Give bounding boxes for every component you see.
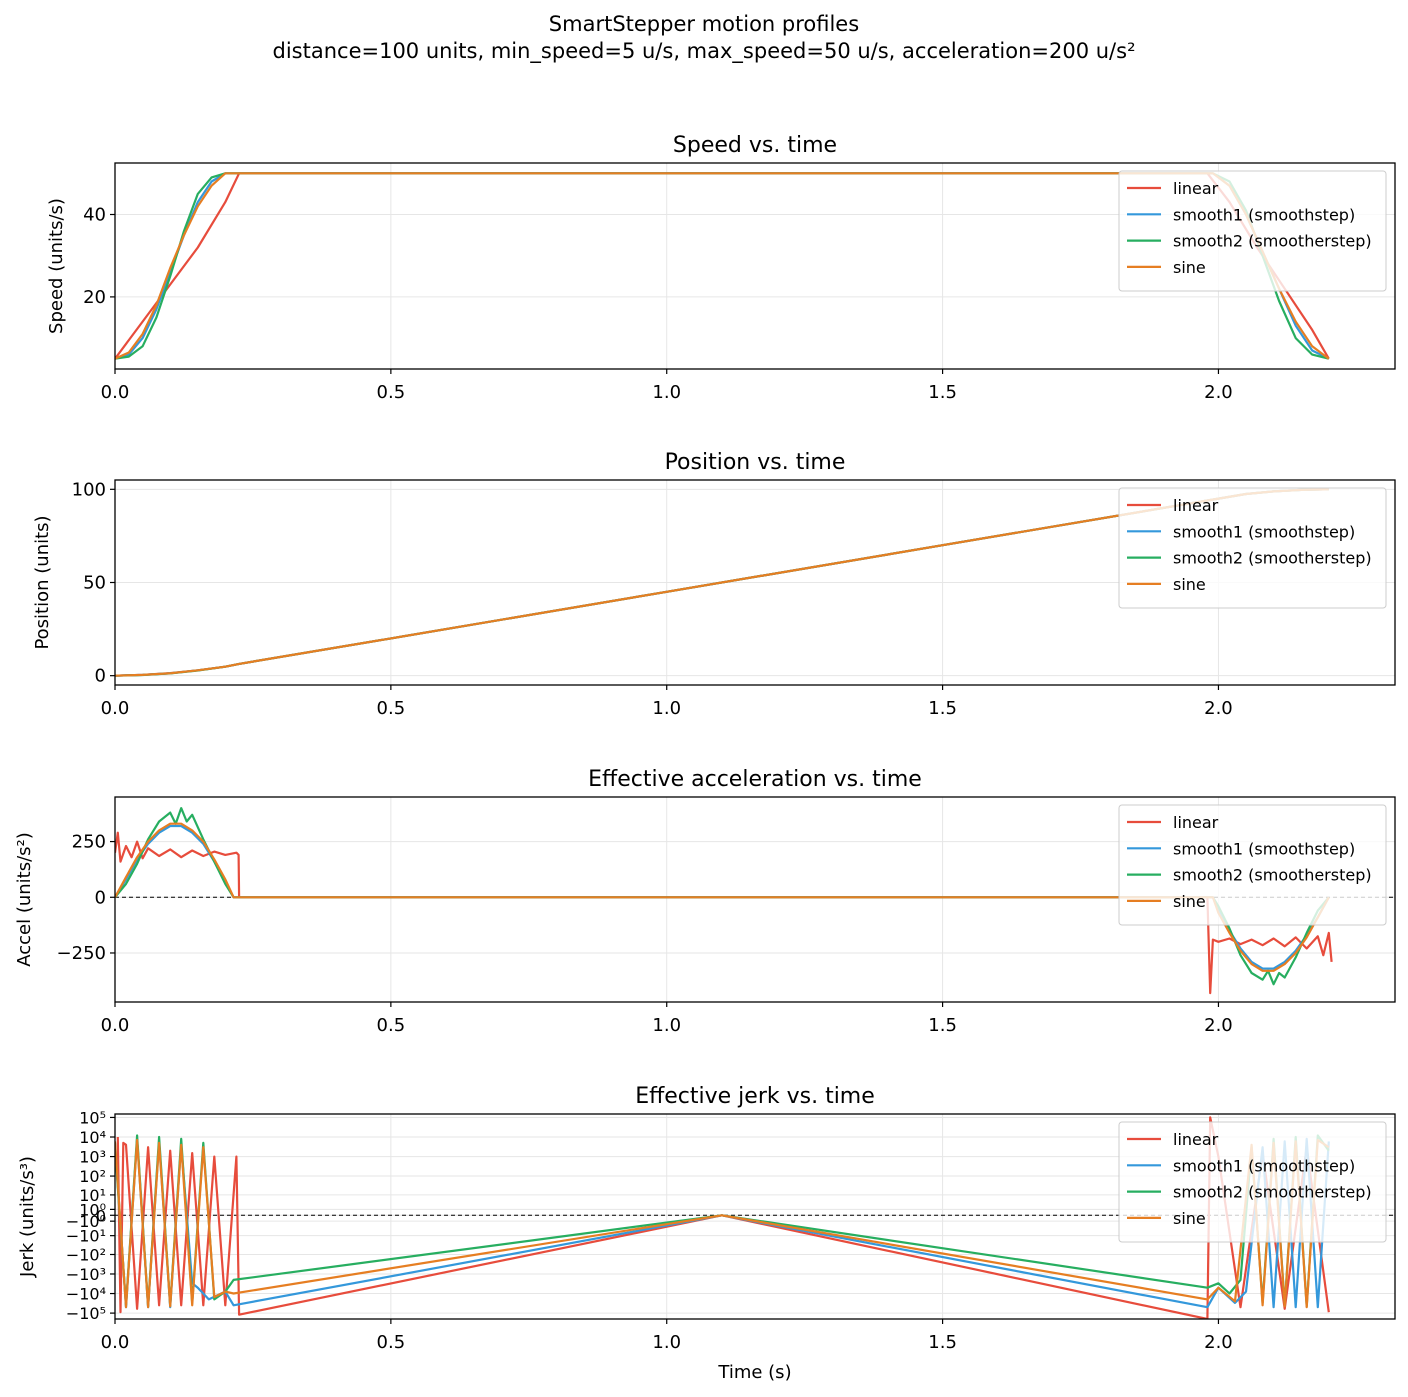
legend-label: sine [1173,892,1206,911]
y-tick-label: −10³ [66,1265,106,1284]
series-group [115,806,1333,995]
y-tick-label: −10⁴ [66,1285,106,1304]
legend: linear smooth1 (smoothstep) smooth2 (smoot… [1118,487,1387,609]
panel-title: Effective acceleration vs. time [588,767,922,792]
legend-label: smooth2 (smootherstep) [1173,549,1372,568]
legend-label: linear [1173,1130,1219,1149]
x-tick-label: 0.0 [101,698,130,719]
y-tick-label: −10² [66,1245,106,1264]
figure-title: SmartStepper motion profiles [548,12,860,36]
x-tick-label: 0.5 [377,1332,406,1353]
panel-title: Effective jerk vs. time [635,1084,875,1109]
legend-label: smooth2 (smootherstep) [1173,1183,1372,1202]
y-axis-label: Jerk (units/s³) [17,1156,38,1278]
legend-box [1118,804,1387,926]
x-tick-label: 2.0 [1204,1332,1233,1353]
x-tick-label: 0.5 [377,698,406,719]
y-tick-label: −10¹ [66,1227,106,1246]
y-tick-label: 0 [96,1206,106,1225]
legend-label: smooth1 (smoothstep) [1173,1156,1355,1175]
y-axis-label: Speed (units/s) [46,198,67,334]
y-tick-label: 50 [83,573,106,594]
legend-box [1118,1121,1387,1243]
legend-label: linear [1173,496,1219,515]
x-tick-label: 2.0 [1204,698,1233,719]
y-tick-label: 10¹ [79,1186,106,1205]
legend: linear smooth1 (smoothstep) smooth2 (smoot… [1118,804,1387,926]
x-tick-label: 1.0 [652,1332,681,1353]
y-tick-label: 0 [95,666,106,687]
y-axis-label: Accel (units/s²) [14,832,35,967]
legend-label: smooth1 (smoothstep) [1173,839,1355,858]
y-tick-label: −10⁵ [66,1304,106,1323]
legend-label: smooth1 (smoothstep) [1173,522,1355,541]
legend-label: linear [1173,179,1219,198]
x-tick-label: 1.5 [928,382,957,403]
series-line-linear [116,1116,1330,1319]
legend-label: sine [1173,575,1206,594]
x-tick-label: 1.5 [928,1332,957,1353]
axes-frame [114,1113,1396,1320]
x-tick-label: 0.0 [101,1332,130,1353]
x-tick-label: 2.0 [1204,382,1233,403]
x-tick-label: 1.5 [928,1015,957,1036]
y-tick-label: 250 [72,832,106,853]
legend-label: smooth2 (smootherstep) [1173,232,1372,251]
x-tick-label: 0.0 [101,382,130,403]
legend-box [1118,170,1387,292]
x-tick-label: 0.5 [377,382,406,403]
axes-frame [114,796,1396,1003]
legend-label: sine [1173,258,1206,277]
series-line-linear [115,831,1333,995]
legend-label: linear [1173,813,1219,832]
y-tick-label: 10² [79,1167,106,1186]
x-tick-label: 1.0 [652,1015,681,1036]
y-tick-label: 10³ [79,1148,106,1167]
legend-label: smooth2 (smootherstep) [1173,866,1372,885]
y-tick-label: 10⁴ [79,1128,106,1147]
y-axis-label: Position (units) [32,515,53,649]
legend: linear smooth1 (smoothstep) smooth2 (smoot… [1118,1121,1387,1243]
chart-panel-2: 0.0 0.5 1.0 1.5 2.0 0 50 100 Position vs. time Po… [32,450,1396,719]
x-tick-label: 1.0 [652,382,681,403]
legend-box [1118,487,1387,609]
axes-frame [114,162,1396,370]
chart-panel-4: 0.0 0.5 1.0 1.5 2.0 −10⁵−10⁴−10³−10²−10¹−10⁰0… [17,1084,1396,1383]
y-tick-label: 40 [83,205,106,226]
x-tick-label: 0.0 [101,1015,130,1036]
x-tick-label: 1.0 [652,698,681,719]
panel-title: Speed vs. time [673,133,837,158]
series-line-sine [115,822,1330,972]
x-axis-label: Time (s) [717,1362,791,1383]
x-tick-label: 0.5 [377,1015,406,1036]
x-tick-label: 2.0 [1204,1015,1233,1036]
legend-label: smooth1 (smoothstep) [1173,205,1355,224]
panel-title: Position vs. time [665,450,846,475]
y-tick-label: 10⁵ [79,1108,106,1127]
x-tick-label: 1.5 [928,698,957,719]
y-tick-label: 10⁰ [79,1200,106,1219]
y-tick-label: 20 [83,287,106,308]
chart-panel-3: 0.0 0.5 1.0 1.5 2.0 −250 0 250 Effective acceler… [14,767,1396,1036]
series-line-sine [115,1138,1330,1309]
figure-subtitle: distance=100 units, min_speed=5 u/s, max… [272,39,1136,63]
y-tick-label: −250 [57,943,106,964]
y-tick-label: −10⁰ [66,1212,106,1231]
y-tick-label: 0 [95,887,106,908]
chart-panel-1: 0.0 0.5 1.0 1.5 2.0 20 40 Speed vs. time Speed (… [46,133,1396,403]
series-line-sine [115,172,1330,360]
series-group [115,172,1330,360]
legend-label: sine [1173,1209,1206,1228]
y-tick-label: 100 [72,479,106,500]
legend: linear smooth1 (smoothstep) smooth2 (smoot… [1118,170,1387,292]
